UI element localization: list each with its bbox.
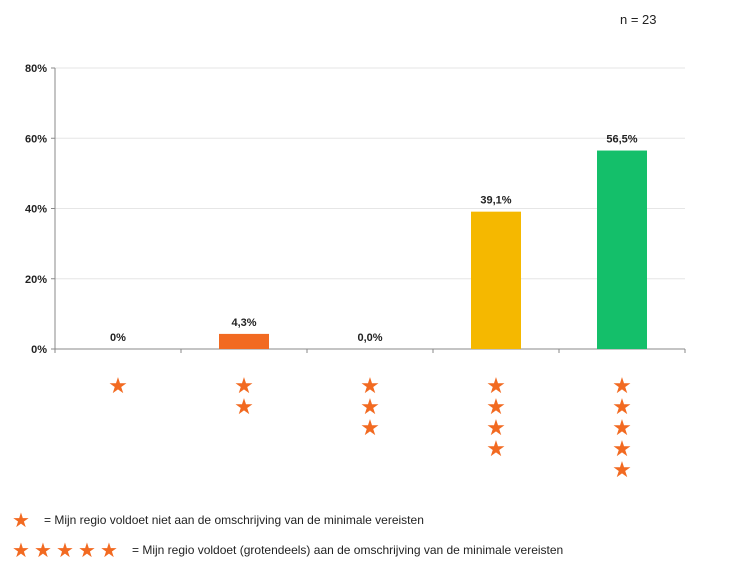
star-icon: ★ [234,395,254,420]
data-label: 56,5% [606,134,637,146]
star-icon: ★ [486,437,506,462]
star-icon: ★ [100,538,118,562]
y-tick-label: 40% [25,204,47,216]
star-icon: ★ [360,374,380,399]
legend-row-one-star: ★ = Mijn regio voldoet niet aan de omsch… [12,508,424,532]
bar [219,333,269,349]
star-icon: ★ [486,395,506,420]
legend-star-icons: ★ ★ ★ ★ ★ [12,538,122,562]
gridlines [55,67,685,280]
star-icon: ★ [108,374,128,399]
y-tick-label: 80% [25,63,47,75]
star-icon: ★ [56,538,74,562]
data-label: 0,0% [357,332,382,344]
legend-text-five-stars: = Mijn regio voldoet (grotendeels) aan d… [132,543,564,557]
star-icon: ★ [360,416,380,441]
y-tick-label: 20% [25,274,47,286]
data-labels: 0% 4,3% 0,0% 39,1% 56,5% [110,134,638,344]
data-label: 4,3% [231,317,256,329]
bar [471,211,521,349]
star-icon: ★ [360,395,380,420]
star-icon: ★ [612,395,632,420]
star-icon: ★ [612,437,632,462]
bar [597,150,647,349]
y-tick-labels: 0% 20% 40% 60% 80% [25,63,47,356]
legend-text-one-star: = Mijn regio voldoet niet aan de omschri… [44,513,424,527]
star-icon: ★ [486,416,506,441]
bar-chart: 0%20%40%60%80% 0%4,3%0,0%39,1%56,5% ★ ★★★… [25,63,686,483]
star-icon: ★ [34,538,52,562]
star-icon: ★ [486,374,506,399]
star-icon: ★ [612,416,632,441]
axes [51,67,686,353]
legend-star-icons: ★ [12,508,34,532]
star-icon: ★ [78,538,96,562]
sample-size-label: n = 23 [620,12,657,27]
star-icon: ★ [234,374,254,399]
star-icon: ★ [12,508,30,532]
category-star-labels: ★ ★★★★★★★★★★★★★★ [108,374,632,483]
data-label: 39,1% [480,195,511,207]
y-tick-label: 60% [25,133,47,145]
star-icon: ★ [612,458,632,483]
y-tick-label: 0% [31,344,47,356]
data-label: 0% [110,332,126,344]
bars [219,150,647,349]
legend-row-five-stars: ★ ★ ★ ★ ★ = Mijn regio voldoet (grotendeels)… [12,538,563,562]
star-icon: ★ [612,374,632,399]
star-icon: ★ [12,538,30,562]
